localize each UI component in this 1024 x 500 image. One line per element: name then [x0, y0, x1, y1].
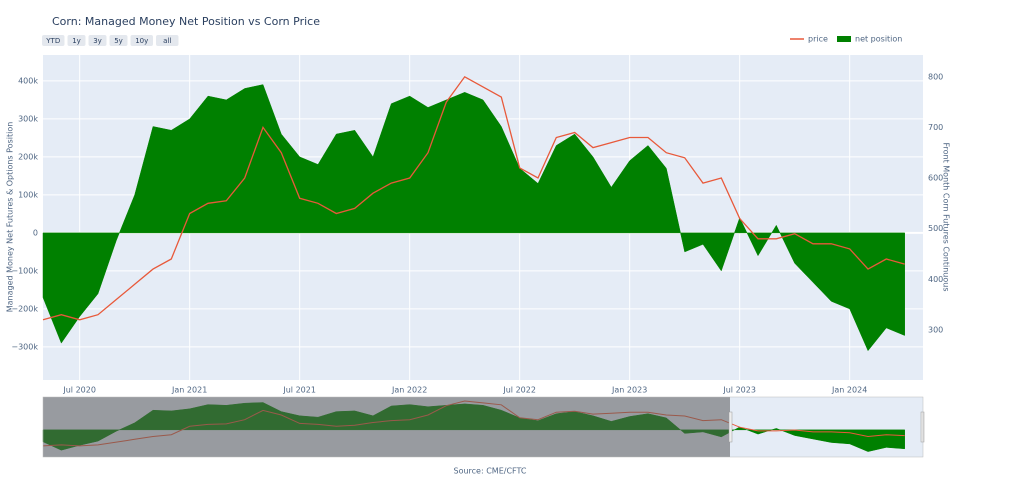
slider-mask[interactable] [43, 397, 730, 457]
x-tick-label: Jan 2021 [171, 386, 207, 395]
y-tick-label: 300k [18, 114, 38, 123]
y-tick-label: −100k [11, 266, 38, 275]
y-axis-title: Managed Money Net Futures & Options Posi… [6, 122, 15, 313]
y2-tick-label: 400 [928, 275, 943, 284]
range-button-label[interactable]: all [163, 37, 171, 45]
range-button[interactable] [130, 35, 154, 46]
range-button-label[interactable]: 10y [135, 37, 148, 45]
x-tick-label: Jul 2022 [502, 386, 536, 395]
range-slider[interactable] [42, 396, 925, 458]
range-button-label[interactable]: 3y [93, 37, 102, 45]
y2-tick-label: 500 [928, 224, 943, 233]
slider-handle[interactable] [920, 411, 925, 443]
chart-title: Corn: Managed Money Net Position vs Corn… [52, 15, 320, 28]
slider-handle[interactable] [728, 411, 733, 443]
y2-tick-label: 600 [928, 174, 943, 183]
x-tick-label: Jan 2022 [391, 386, 427, 395]
legend-label[interactable]: net position [855, 35, 902, 44]
x-tick-label: Jan 2023 [611, 386, 647, 395]
y2-axis-title: Front Month Corn Futures Continuous [942, 142, 951, 291]
range-button-label[interactable]: 5y [114, 37, 123, 45]
range-button-label[interactable]: YTD [45, 37, 60, 45]
source-note: Source: CME/CFTC [453, 467, 526, 476]
y-tick-label: 200k [18, 152, 38, 161]
y-tick-label: 0 [33, 228, 38, 237]
price-line [42, 75, 905, 321]
x-tick-label: Jul 2023 [722, 386, 756, 395]
legend-label[interactable]: price [808, 35, 828, 44]
plot [42, 75, 905, 352]
net-position-area [42, 84, 905, 352]
range-button-label[interactable]: 1y [72, 37, 81, 45]
y2-tick-label: 700 [928, 123, 943, 132]
y-tick-label: −300k [11, 342, 38, 351]
legend: price net position [790, 35, 902, 44]
range-button[interactable] [67, 35, 86, 46]
range-buttons: YTD 1y 3y 5y 10y all [42, 35, 179, 46]
y2-tick-label: 300 [928, 325, 943, 334]
y-tick-label: 400k [18, 76, 38, 85]
x-tick-label: Jan 2024 [831, 386, 867, 395]
y-tick-label: 100k [18, 190, 38, 199]
y2-tick-label: 800 [928, 72, 943, 81]
range-button[interactable] [88, 35, 107, 46]
x-tick-label: Jul 2020 [62, 386, 96, 395]
y-tick-label: −200k [11, 304, 38, 313]
range-button[interactable] [156, 35, 179, 46]
range-button[interactable] [42, 35, 65, 46]
slider-border [42, 396, 924, 458]
legend-swatch [837, 36, 851, 42]
range-button[interactable] [109, 35, 128, 46]
x-tick-label: Jul 2021 [282, 386, 316, 395]
